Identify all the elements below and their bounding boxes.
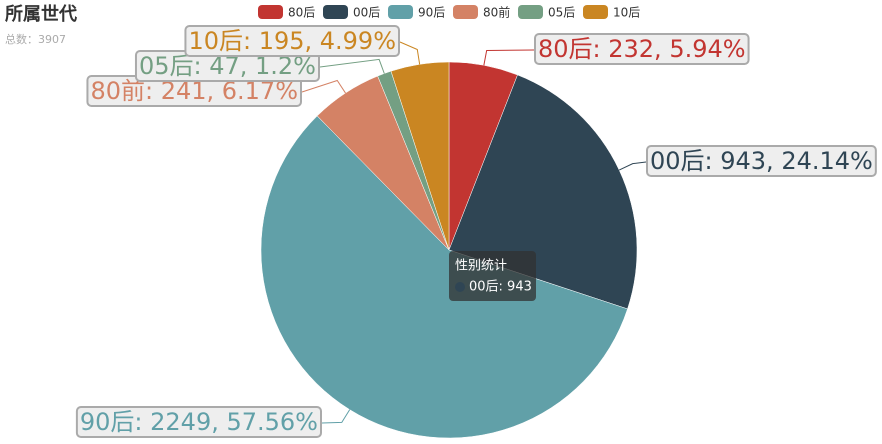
chart-subtitle: 总数：3907: [5, 32, 66, 46]
data-label: 00后: 943, 24.14%: [650, 147, 873, 175]
legend-swatch[interactable]: [388, 5, 413, 19]
data-label-group: 00后: 943, 24.14%: [646, 145, 877, 177]
legend-swatch[interactable]: [453, 5, 478, 19]
legend-label[interactable]: 90后: [418, 6, 445, 20]
label-line: [399, 41, 421, 65]
data-label-group: 90后: 2249, 57.56%: [75, 406, 322, 438]
data-label-group: 80后: 232, 5.94%: [534, 33, 750, 65]
tooltip-box: [449, 251, 536, 301]
data-label: 10后: 195, 4.99%: [188, 27, 396, 55]
legend-label[interactable]: 80后: [288, 6, 315, 20]
tooltip-title: 性别统计: [455, 259, 507, 274]
legend-swatch[interactable]: [323, 5, 348, 19]
legend-swatch[interactable]: [583, 5, 608, 19]
chart-title: 所属世代: [5, 4, 77, 25]
data-label: 90后: 2249, 57.56%: [80, 408, 318, 436]
data-label: 80后: 232, 5.94%: [538, 35, 746, 63]
tooltip-marker: [455, 282, 465, 292]
label-line: [321, 409, 351, 424]
legend-label[interactable]: 00后: [353, 6, 380, 20]
legend-label[interactable]: 10后: [613, 6, 640, 20]
label-box: [75, 406, 322, 438]
label-line: [301, 79, 346, 94]
label-box: [184, 25, 400, 57]
tooltip-text: 00后: 943: [469, 280, 532, 295]
tooltip: 性别统计 00后: 943: [449, 251, 536, 301]
legend-label[interactable]: 05后: [548, 6, 575, 20]
label-line: [483, 49, 535, 66]
pie-slice[interactable]: [448, 74, 638, 310]
legend-swatch[interactable]: [258, 5, 283, 19]
legend-label[interactable]: 80前: [483, 5, 510, 20]
label-box: [534, 33, 750, 65]
data-label-group: 10后: 195, 4.99%: [184, 25, 400, 57]
label-line: [618, 161, 647, 171]
label-line: [319, 58, 385, 74]
label-box: [646, 145, 877, 177]
legend-swatch[interactable]: [518, 5, 543, 19]
